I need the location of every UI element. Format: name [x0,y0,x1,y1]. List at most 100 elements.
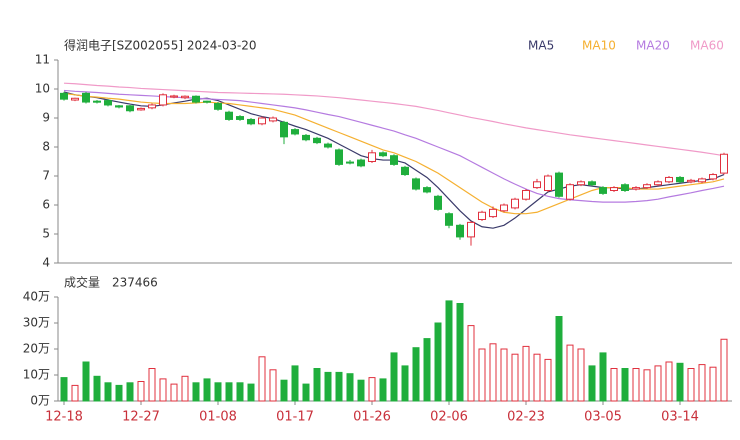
volume-bar [566,344,574,402]
candle-body [137,107,145,111]
candle-body [599,187,607,194]
volume-bar [60,377,68,402]
candle-body [401,166,409,176]
volume-bar [434,322,442,402]
volume-bar [599,352,607,402]
volume-bar [247,383,255,402]
volume-bar [643,369,651,402]
y-tick-label: 5 [42,227,50,241]
volume-bar [214,382,222,402]
volume-bar [357,379,365,402]
candle-body [676,176,684,183]
candle-body [335,149,343,165]
volume-bar [93,375,101,402]
candle-body [588,181,596,186]
volume-bar [489,343,497,402]
volume-bar [720,338,728,402]
volume-bar [104,382,112,402]
volume-bar [82,361,90,402]
candle-body [258,117,266,125]
candle-body [159,94,167,106]
ma-line [63,82,725,157]
candle-body [577,181,585,186]
x-tick-label: 03-14 [661,410,699,425]
candle-body [412,178,420,190]
legend-label: MA10 [582,39,616,53]
volume-bar [159,378,167,402]
candle-body [511,198,519,209]
candle-body [698,178,706,183]
y-tick-label: 11 [35,53,50,67]
volume-bar [236,382,244,402]
candle-body [93,100,101,103]
candle-body [214,103,222,110]
volume-bar [126,382,134,402]
volume-bar [324,371,332,402]
volume-bar [346,373,354,402]
y-tick-label: 8 [42,140,50,154]
volume-bar [687,368,695,402]
candle-body [269,117,277,122]
candle-body [192,95,200,103]
candle-body [82,92,90,103]
volume-bar [203,378,211,402]
candle-body [115,105,123,108]
x-tick-label: 02-23 [507,410,545,425]
volume-bar [423,338,431,402]
candle-body [555,172,563,197]
volume-bar [445,300,453,402]
y-tick-label: 9 [42,111,50,125]
ma-line [63,92,725,215]
x-tick-label: 01-17 [276,410,314,425]
x-tick-label: 01-08 [199,410,237,425]
chart-title: 得润电子[SZ002055] 2024-03-20 [64,38,257,53]
volume-bar [588,365,596,402]
volume-bar [148,368,156,402]
volume-bar [665,361,673,402]
candle-body [489,208,497,218]
volume-bar [412,347,420,402]
volume-bar [577,348,585,402]
volume-bar [71,384,79,402]
y-tick-label: 6 [42,198,50,212]
candle-body [203,100,211,103]
x-tick-label: 12-27 [122,410,160,425]
volume-bar [544,358,552,402]
volume-bar [555,316,563,402]
candle-body [225,111,233,120]
candle-body [247,118,255,125]
volume-bar [478,348,486,402]
candle-body [104,100,112,106]
volume-bar [192,382,200,402]
candle-body [610,187,618,192]
volume-bar [258,356,266,402]
candle-body [423,187,431,193]
x-tick-label: 03-05 [584,410,622,425]
volume-bar [225,382,233,402]
y-tick-label: 10 [35,82,50,96]
volume-bar [302,383,310,402]
y-tick-label: 7 [42,169,50,183]
volume-bar [368,377,376,402]
candle-body [643,184,651,189]
volume-tick-label: 30万 [23,316,50,330]
candle-body [390,155,398,165]
candle-body [654,181,662,186]
volume-label: 成交量 [64,275,100,290]
candle-body [346,161,354,164]
candle-body [324,143,332,148]
volume-bar [137,381,145,402]
volume-bar [500,348,508,402]
x-tick-label: 12-18 [45,410,83,425]
volume-bar [170,383,178,402]
legend-label: MA60 [690,39,724,53]
candle-body [533,181,541,189]
candle-body [687,179,695,183]
y-tick-label: 4 [42,256,50,270]
candle-body [566,184,574,200]
volume-tick-label: 20万 [23,342,50,356]
volume-bar [313,368,321,402]
candle-body [181,95,189,99]
candle-body [621,184,629,191]
